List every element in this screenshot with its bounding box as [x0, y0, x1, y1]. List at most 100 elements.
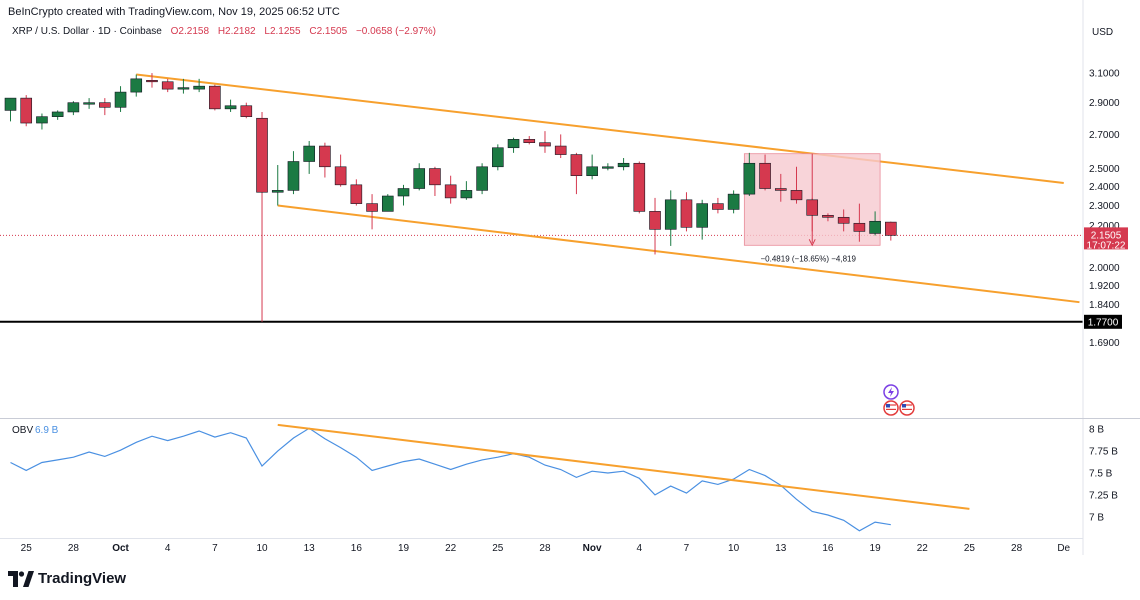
- time-tick-label: 28: [1011, 543, 1023, 554]
- ohlc-open: O2.2158: [170, 26, 210, 37]
- time-tick-label: 4: [637, 543, 643, 554]
- candle-body: [743, 162, 756, 195]
- candle-body: [853, 222, 866, 232]
- tradingview-icon: [8, 570, 34, 587]
- candle-body: [759, 162, 771, 189]
- price-scale[interactable]: 3.1000 2.9000 2.7000 2.5000 2.4000 2.3000 2.20…: [1089, 69, 1120, 524]
- grid-lines: [0, 234, 1083, 323]
- candle-body: [570, 154, 583, 177]
- flag-canton: [886, 404, 890, 408]
- flag-canton: [902, 404, 906, 408]
- price-tick-label: 2.3000: [1089, 201, 1120, 212]
- obv-trendline: [277, 423, 970, 510]
- time-tick-label: 7: [684, 543, 690, 554]
- candle-body: [20, 97, 33, 124]
- obv-line: [10, 427, 891, 532]
- candle-body: [4, 97, 17, 111]
- us-flag-event-icon: [899, 400, 915, 416]
- tradingview-logo-text: TradingView: [38, 570, 127, 587]
- candle-body: [774, 188, 787, 191]
- candle-body: [99, 102, 111, 108]
- time-tick-label: 28: [68, 543, 80, 554]
- price-tick-label: 1.6900: [1089, 338, 1120, 349]
- candle-body: [209, 85, 221, 110]
- current-price-value: 2.1505: [1091, 230, 1122, 241]
- candle-body: [146, 80, 158, 83]
- obv-tick-label: 7.25 B: [1089, 490, 1118, 501]
- upper-trendline: [136, 73, 1064, 184]
- candle-body: [444, 184, 457, 199]
- candle-body: [885, 221, 897, 236]
- measure-label: −0.4819 (−18.65%) −4,819: [761, 254, 857, 263]
- candle-body: [696, 203, 708, 228]
- tradingview-logo[interactable]: TradingView: [8, 570, 126, 587]
- time-tick-label: 19: [870, 543, 882, 554]
- current-price-badge: [1084, 227, 1128, 250]
- ohlc-change: −0.0658 (−2.97%): [355, 26, 436, 37]
- symbol-legend[interactable]: XRP / U.S. Dollar · 1D · Coinbase O2.215…: [12, 26, 436, 37]
- candle-body: [806, 199, 819, 216]
- candle-body: [177, 87, 190, 90]
- price-tick-label: 2.2000: [1089, 221, 1120, 232]
- time-scale[interactable]: 25 28 Oct 4 7 10 13 16 19 22 25 28 Nov 4 7 10 13 16 19 22 25…: [21, 543, 1071, 554]
- price-tick-label: 2.7000: [1089, 130, 1120, 141]
- candle-body: [507, 139, 520, 149]
- time-tick-label: 25: [21, 543, 33, 554]
- time-tick-label: 25: [964, 543, 976, 554]
- candle-body: [319, 145, 331, 168]
- candle-body: [36, 116, 48, 124]
- time-tick-label: 10: [728, 543, 740, 554]
- candle-body: [649, 211, 661, 230]
- candle-body: [287, 161, 300, 191]
- measure-arrow-head: [808, 239, 816, 247]
- candle-body: [334, 166, 347, 186]
- obv-tick-label: 8 B: [1089, 425, 1104, 436]
- candle-body: [381, 195, 394, 212]
- time-tick-label: 13: [775, 543, 787, 554]
- price-tick-label: 1.8400: [1089, 300, 1120, 311]
- candle-body: [460, 190, 473, 199]
- candle-body: [67, 102, 80, 113]
- candle-body: [712, 203, 724, 210]
- time-tick-label: 28: [539, 543, 551, 554]
- obv-tick-label: 7.75 B: [1089, 447, 1118, 458]
- symbol-name: XRP / U.S. Dollar · 1D · Coinbase: [12, 26, 162, 37]
- trendlines: [136, 73, 1080, 304]
- time-tick-label: De: [1057, 543, 1070, 554]
- ohlc-low: L2.1255: [264, 26, 301, 37]
- candle-body: [240, 105, 253, 117]
- candle-body: [539, 142, 551, 147]
- time-tick-label: 7: [212, 543, 218, 554]
- event-icons[interactable]: [883, 384, 915, 416]
- candle-body: [727, 193, 740, 210]
- support-price-value: 1.7700: [1088, 317, 1119, 328]
- obv-panel: OBV 6.9 B: [10, 423, 970, 532]
- candlestick-series: [4, 73, 897, 322]
- time-tick-label: 16: [351, 543, 363, 554]
- time-tick-label: Oct: [112, 543, 129, 554]
- candle-body: [790, 190, 803, 201]
- lightning-glyph: [888, 387, 894, 397]
- time-tick-label: Nov: [583, 543, 602, 554]
- time-tick-label: 4: [165, 543, 171, 554]
- candle-body: [83, 102, 95, 105]
- candle-body: [680, 199, 693, 228]
- currency-label: USD: [1092, 27, 1114, 38]
- candle-body: [523, 139, 536, 143]
- ohlc-close: C2.1505: [309, 26, 348, 37]
- candle-body: [224, 105, 237, 110]
- candle-body: [397, 188, 410, 197]
- time-tick-label: 10: [256, 543, 268, 554]
- time-tick-label: 19: [398, 543, 410, 554]
- obv-title: OBV: [12, 425, 33, 436]
- obv-value: 6.9 B: [35, 425, 59, 436]
- chart-header: BeInCrypto created with TradingView.com,…: [8, 6, 340, 18]
- candle-body: [429, 168, 441, 186]
- time-tick-label: 22: [917, 543, 929, 554]
- candle-body: [413, 168, 426, 189]
- candle-body: [617, 162, 630, 168]
- candle-body: [602, 166, 614, 169]
- time-tick-label: 13: [304, 543, 316, 554]
